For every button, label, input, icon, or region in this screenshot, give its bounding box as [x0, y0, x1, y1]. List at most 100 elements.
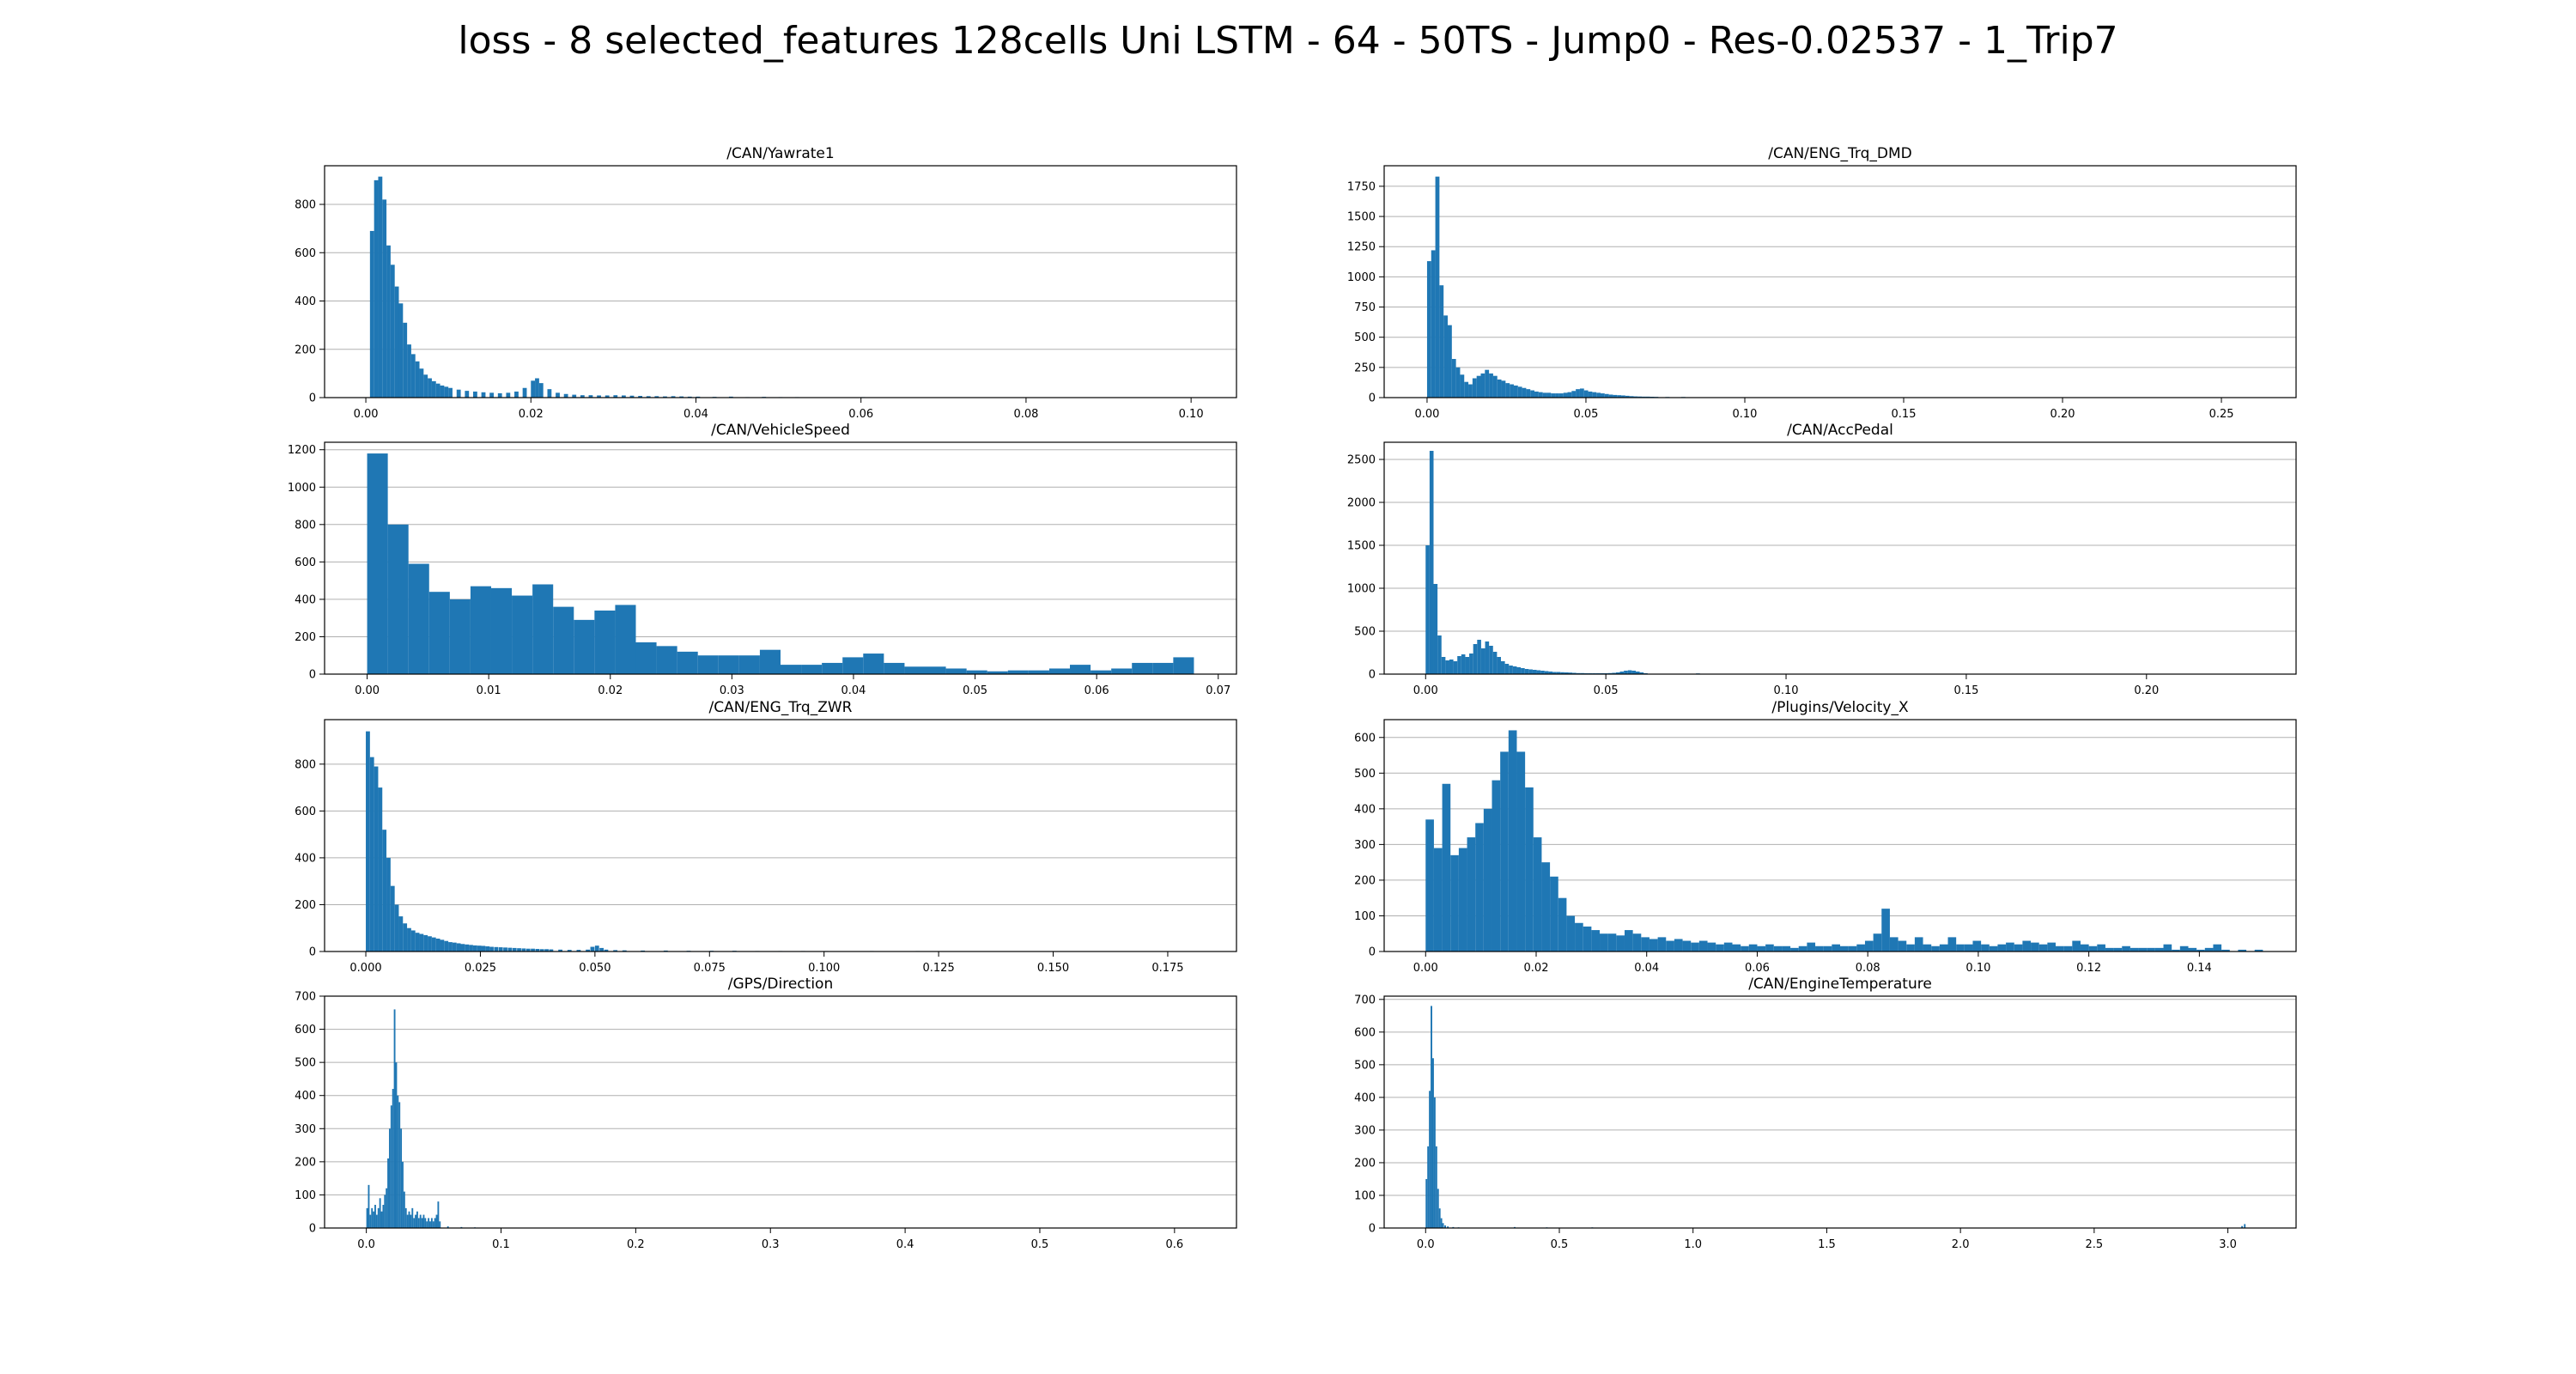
histogram-bar [2097, 944, 2105, 951]
histogram-bar [1435, 176, 1440, 398]
y-tick-label: 500 [1354, 1059, 1376, 1072]
histogram-bar [1521, 668, 1525, 674]
histogram-bar [663, 396, 667, 398]
y-tick-label: 1750 [1347, 180, 1376, 193]
histogram-bar [1524, 669, 1529, 674]
histogram-bar [599, 947, 605, 951]
x-tick-label: 0.4 [896, 1238, 914, 1251]
histogram-bar [671, 396, 676, 398]
histogram-bar [2244, 1224, 2246, 1228]
x-tick-label: 0.10 [1965, 962, 1990, 975]
y-tick-label: 750 [1354, 301, 1376, 314]
histogram-bar [1504, 664, 1510, 674]
x-tick-label: 0.5 [1031, 1238, 1049, 1251]
histogram-bar [1441, 657, 1446, 674]
histogram-bar [440, 939, 445, 951]
y-tick-label: 200 [295, 344, 316, 356]
histogram-bar [398, 1102, 401, 1228]
histogram-bar [1997, 944, 2007, 951]
panel-title: /CAN/AccPedal [1787, 422, 1893, 439]
histogram-bar [2105, 947, 2114, 951]
histogram-bar [605, 395, 610, 398]
histogram-bar [456, 389, 461, 398]
histogram-bar [1453, 661, 1458, 674]
histogram-bar [588, 395, 593, 398]
histogram-bar [1447, 1226, 1449, 1228]
histogram-bar [452, 942, 457, 951]
y-tick-label: 800 [295, 758, 316, 771]
histogram-bar [367, 453, 388, 674]
histogram-bar [1923, 944, 1932, 951]
y-tick-label: 500 [1354, 768, 1376, 781]
x-tick-label: 3.0 [2219, 1238, 2237, 1251]
histogram-bar [586, 949, 590, 951]
y-tick-label: 100 [295, 1189, 316, 1202]
histogram-bar [1981, 944, 1990, 951]
histogram-bar [1429, 451, 1434, 674]
histogram-bar [373, 1211, 375, 1228]
x-tick-label: 0.00 [354, 408, 379, 421]
histogram-bar [1563, 392, 1568, 398]
histogram-panel: /CAN/AccPedal 0 500 1000 1500 2000 2500 0.00 0.0… [1347, 422, 2297, 697]
x-tick-label: 0.00 [1413, 684, 1438, 697]
x-tick-label: 0.02 [598, 684, 623, 697]
x-tick-label: 0.05 [963, 684, 987, 697]
histogram-bar [2188, 947, 2197, 951]
histogram-bar [408, 1211, 410, 1228]
x-tick-label: 0.00 [1413, 962, 1438, 975]
plot-frame [324, 165, 1237, 398]
histogram-bar [444, 386, 449, 398]
histogram-bar [567, 950, 572, 951]
histogram-bar [489, 946, 494, 951]
histogram-bar [1492, 652, 1498, 674]
bars-group [1425, 451, 2151, 674]
plot-frame [324, 719, 1237, 952]
y-tick-label: 1000 [1347, 583, 1376, 596]
histogram-bar [1873, 933, 1882, 951]
histogram-bar [517, 948, 521, 951]
histogram-bar [448, 942, 453, 951]
histogram-bar [514, 391, 519, 398]
plot-frame [1383, 719, 2297, 952]
histogram-bar [1541, 862, 1551, 951]
histogram-bar [435, 1214, 438, 1228]
x-tick-label: 0.02 [1524, 962, 1549, 975]
histogram-bar [1558, 393, 1564, 398]
histogram-bar [2080, 944, 2089, 951]
histogram-bar [1469, 654, 1473, 674]
histogram-bar [472, 391, 477, 398]
x-tick-label: 0.10 [1179, 408, 1204, 421]
y-tick-label: 400 [1354, 803, 1376, 816]
histogram-bar [2022, 940, 2032, 951]
histogram-bar [2047, 942, 2057, 951]
histogram-bar [1509, 666, 1513, 674]
y-tick-label: 2500 [1347, 454, 1376, 467]
x-tick-label: 0.20 [2134, 684, 2159, 697]
histogram-bar [1501, 380, 1506, 398]
histogram-bar [481, 945, 486, 951]
panel-title: /CAN/VehicleSpeed [711, 422, 850, 439]
y-tick-label: 0 [1369, 1223, 1376, 1236]
histogram-bar [945, 668, 967, 674]
histogram-bar [759, 649, 781, 674]
histogram-bar [1583, 390, 1589, 398]
x-tick-label: 0.07 [1206, 684, 1230, 697]
histogram-bar [374, 1205, 376, 1228]
histogram-bar [1533, 837, 1542, 951]
x-tick-label: 0.00 [355, 684, 380, 697]
histogram-bar [1790, 947, 1799, 951]
x-tick-label: 0.025 [465, 962, 496, 975]
histogram-bar [406, 1214, 409, 1228]
histogram-bar [597, 395, 601, 398]
histogram-bar [594, 945, 599, 951]
histogram-bar [377, 1207, 380, 1228]
panel-title: /CAN/ENG_Trq_ZWR [709, 699, 853, 716]
y-tick-label: 200 [295, 1156, 316, 1169]
histogram-bar [2204, 947, 2214, 951]
histogram-bar [1465, 657, 1470, 674]
y-tick-label: 400 [1354, 1091, 1376, 1104]
histogram-bar [494, 946, 499, 951]
histogram-bar [384, 1195, 386, 1228]
histogram-bar [1546, 392, 1552, 398]
y-tick-label: 500 [1354, 331, 1376, 344]
